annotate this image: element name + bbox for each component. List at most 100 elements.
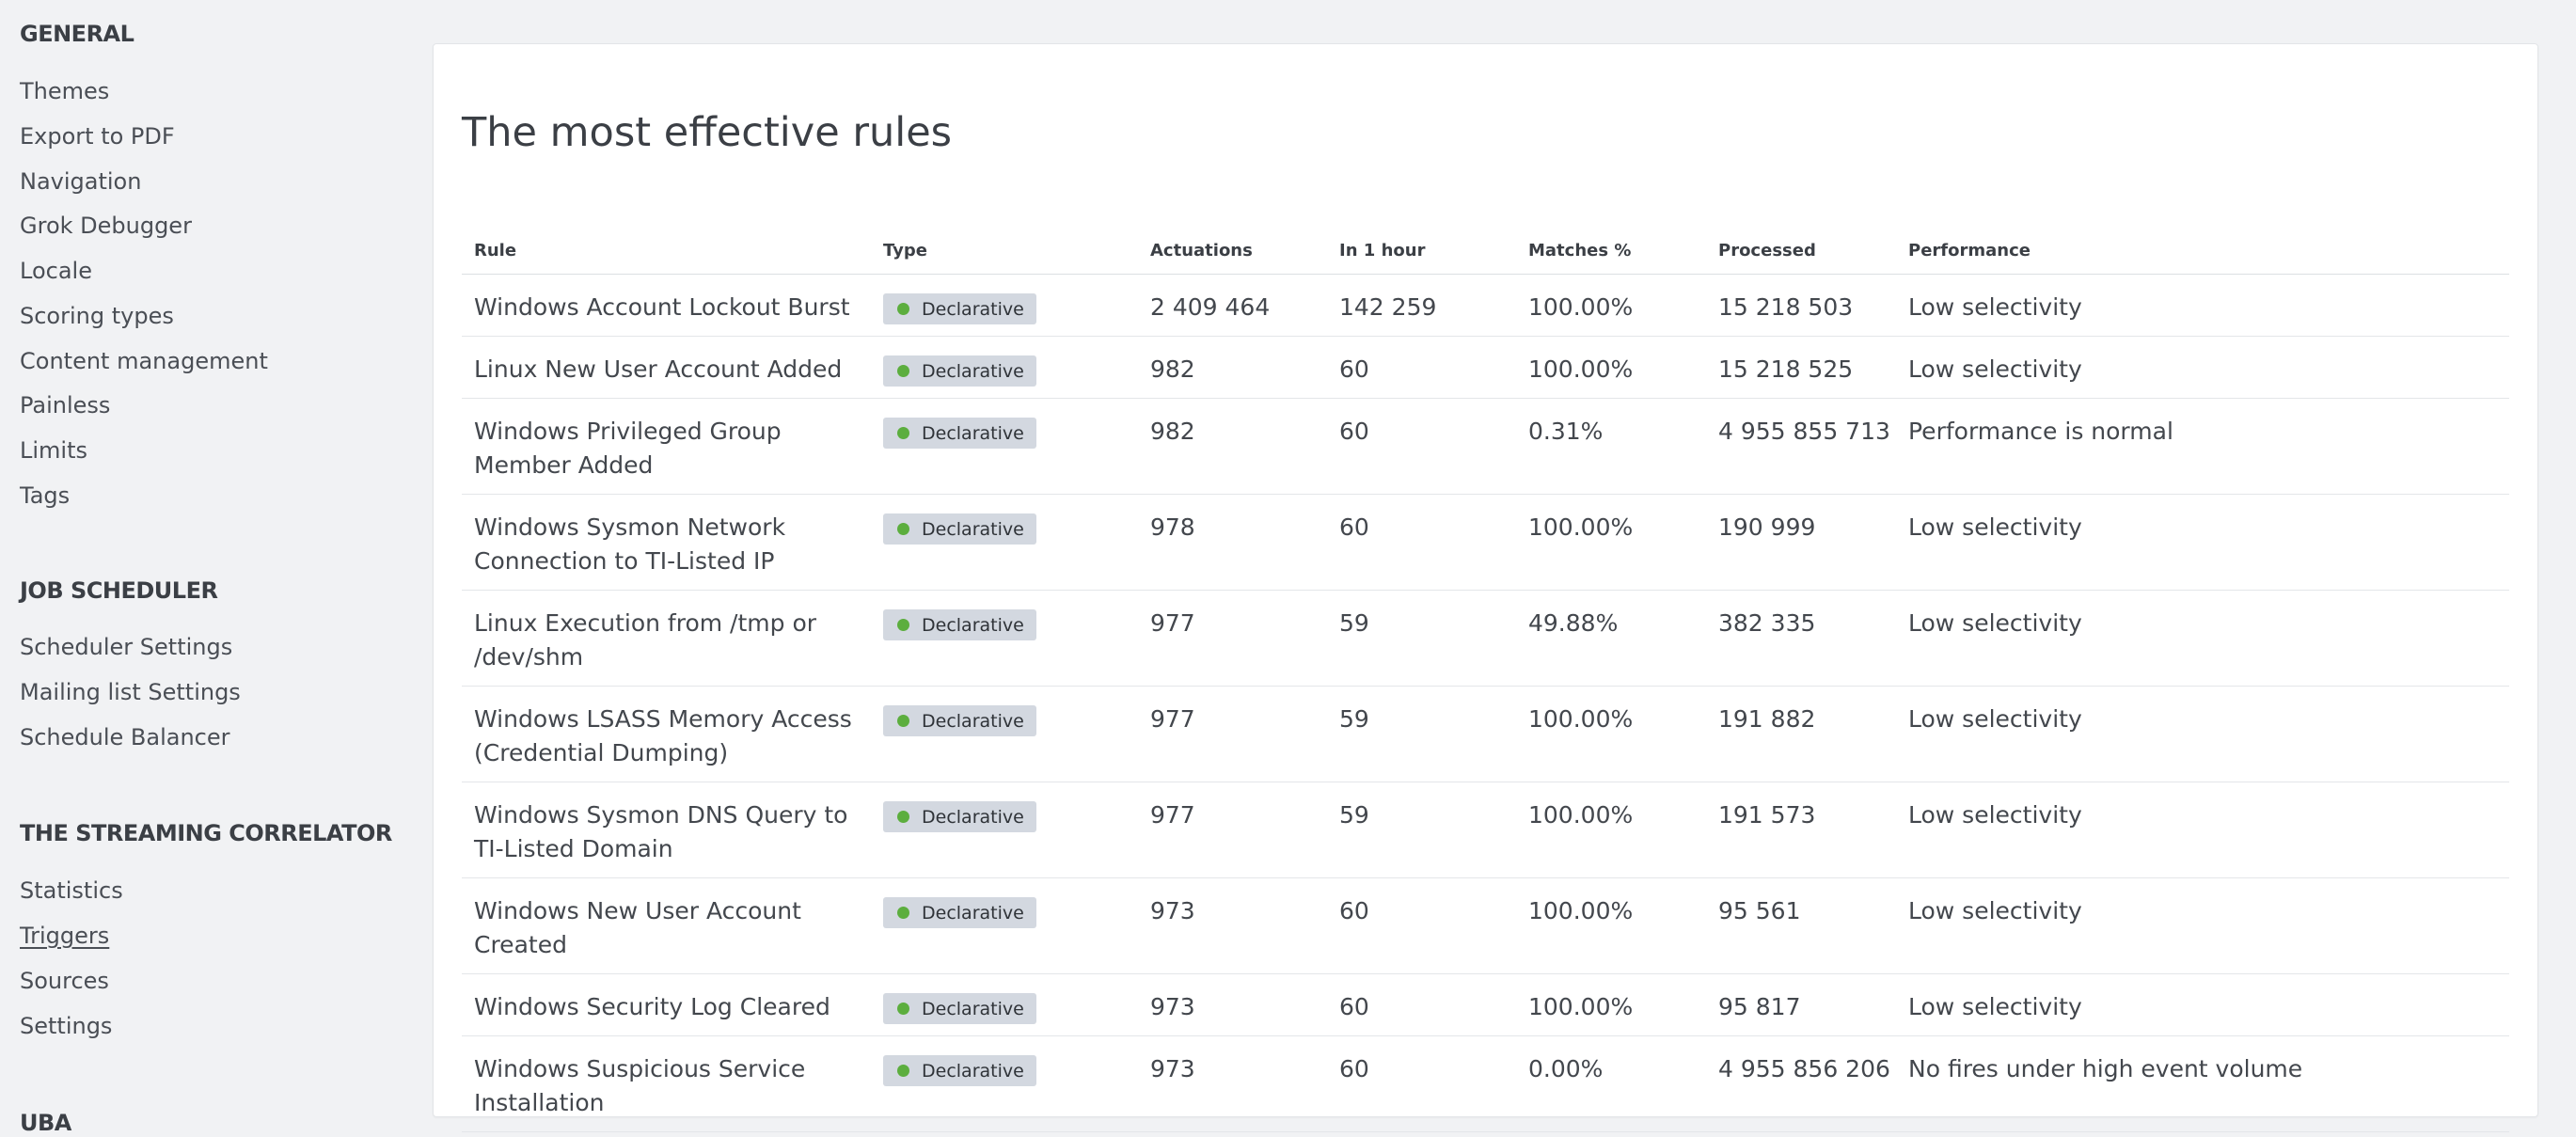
type-cell: Declarative — [871, 877, 1138, 974]
column-header-processed: Processed — [1706, 228, 1896, 275]
rule-name[interactable]: Windows Account Lockout Burst — [462, 274, 871, 337]
green-dot-icon — [897, 523, 909, 535]
actuations-value: 978 — [1138, 494, 1327, 591]
matches-value: 100.00% — [1516, 494, 1706, 591]
green-dot-icon — [897, 907, 909, 919]
sidebar-item-scheduler-settings[interactable]: Scheduler Settings — [20, 634, 233, 660]
nav-heading-general: GENERAL — [20, 21, 134, 47]
performance-value: Low selectivity — [1896, 274, 2509, 337]
type-badge: Declarative — [883, 513, 1036, 545]
sidebar-item-export-to-pdf[interactable]: Export to PDF — [20, 123, 175, 150]
rule-name[interactable]: Windows Sysmon Network Connection to TI-… — [462, 494, 871, 591]
sidebar-item-tags[interactable]: Tags — [20, 482, 71, 509]
matches-value: 100.00% — [1516, 336, 1706, 399]
effective-rules-panel: The most effective rules Rule Type Actua… — [433, 43, 2538, 1132]
sidebar-item-navigation[interactable]: Navigation — [20, 168, 142, 195]
table-row[interactable]: Windows Security Log Cleared Declarative… — [462, 973, 2509, 1036]
green-dot-icon — [897, 365, 909, 377]
type-badge: Declarative — [883, 993, 1036, 1024]
table-row[interactable]: Windows Account Lockout Burst Declarativ… — [462, 274, 2509, 337]
type-cell: Declarative — [871, 590, 1138, 687]
processed-value: 4 955 856 206 — [1706, 1035, 1896, 1132]
in-1-hour-value: 60 — [1327, 1035, 1516, 1132]
type-cell: Declarative — [871, 1035, 1138, 1132]
type-cell: Declarative — [871, 782, 1138, 878]
rule-name[interactable]: Windows Sysmon DNS Query to TI-Listed Do… — [462, 782, 871, 878]
rule-name[interactable]: Linux New User Account Added — [462, 336, 871, 399]
green-dot-icon — [897, 811, 909, 823]
type-badge: Declarative — [883, 293, 1036, 324]
type-label: Declarative — [922, 518, 1024, 540]
actuations-value: 982 — [1138, 336, 1327, 399]
sidebar-item-mailing-list-settings[interactable]: Mailing list Settings — [20, 679, 241, 705]
performance-value: Low selectivity — [1896, 686, 2509, 782]
column-header-rule: Rule — [462, 228, 871, 275]
processed-value: 191 573 — [1706, 782, 1896, 878]
sidebar-item-grok-debugger[interactable]: Grok Debugger — [20, 213, 192, 239]
type-badge: Declarative — [883, 609, 1036, 640]
table-row[interactable]: Windows LSASS Memory Access (Credential … — [462, 686, 2509, 782]
sidebar-item-themes[interactable]: Themes — [20, 78, 110, 104]
green-dot-icon — [897, 1065, 909, 1077]
sidebar-item-settings[interactable]: Settings — [20, 1013, 113, 1039]
column-header-matches: Matches % — [1516, 228, 1706, 275]
type-label: Declarative — [922, 902, 1024, 924]
in-1-hour-value: 60 — [1327, 494, 1516, 591]
actuations-value: 973 — [1138, 877, 1327, 974]
table-header-row: Rule Type Actuations In 1 hour Matches %… — [462, 228, 2509, 275]
sidebar-item-statistics[interactable]: Statistics — [20, 877, 123, 904]
sidebar-item-locale[interactable]: Locale — [20, 258, 92, 284]
green-dot-icon — [897, 619, 909, 631]
performance-value: Low selectivity — [1896, 782, 2509, 878]
type-label: Declarative — [922, 806, 1024, 828]
sidebar-item-content-management[interactable]: Content management — [20, 348, 268, 374]
sidebar-item-limits[interactable]: Limits — [20, 437, 87, 464]
type-badge: Declarative — [883, 801, 1036, 832]
processed-value: 95 817 — [1706, 973, 1896, 1036]
in-1-hour-value: 60 — [1327, 398, 1516, 495]
rule-name[interactable]: Windows Suspicious Service Installation — [462, 1035, 871, 1132]
table-row[interactable]: Linux Execution from /tmp or /dev/shm De… — [462, 590, 2509, 687]
rules-table: Rule Type Actuations In 1 hour Matches %… — [462, 228, 2509, 1132]
sidebar-item-schedule-balancer[interactable]: Schedule Balancer — [20, 724, 230, 750]
column-header-in-1-hour: In 1 hour — [1327, 228, 1516, 275]
performance-value: Performance is normal — [1896, 398, 2509, 495]
rule-name[interactable]: Windows Security Log Cleared — [462, 973, 871, 1036]
table-row[interactable]: Windows Suspicious Service Installation … — [462, 1035, 2509, 1132]
performance-value: No fires under high event volume — [1896, 1035, 2509, 1132]
actuations-value: 2 409 464 — [1138, 274, 1327, 337]
actuations-value: 973 — [1138, 973, 1327, 1036]
matches-value: 100.00% — [1516, 686, 1706, 782]
table-row[interactable]: Windows Sysmon DNS Query to TI-Listed Do… — [462, 782, 2509, 878]
sidebar: GENERAL Themes Export to PDF Navigation … — [0, 0, 414, 1137]
sidebar-item-sources[interactable]: Sources — [20, 968, 109, 994]
rule-name[interactable]: Windows Privileged Group Member Added — [462, 398, 871, 495]
sidebar-item-scoring-types[interactable]: Scoring types — [20, 303, 174, 329]
processed-value: 190 999 — [1706, 494, 1896, 591]
table-row[interactable]: Windows New User Account Created Declara… — [462, 877, 2509, 974]
type-label: Declarative — [922, 298, 1024, 320]
matches-value: 0.31% — [1516, 398, 1706, 495]
table-row[interactable]: Windows Sysmon Network Connection to TI-… — [462, 494, 2509, 591]
actuations-value: 982 — [1138, 398, 1327, 495]
type-cell: Declarative — [871, 973, 1138, 1036]
in-1-hour-value: 60 — [1327, 877, 1516, 974]
nav-heading-uba: UBA — [20, 1110, 71, 1136]
sidebar-item-painless[interactable]: Painless — [20, 392, 111, 418]
sidebar-item-triggers[interactable]: Triggers — [20, 923, 110, 949]
type-badge: Declarative — [883, 418, 1036, 449]
actuations-value: 977 — [1138, 782, 1327, 878]
type-label: Declarative — [922, 614, 1024, 636]
performance-value: Low selectivity — [1896, 877, 2509, 974]
table-row[interactable]: Windows Privileged Group Member Added De… — [462, 398, 2509, 495]
rule-name[interactable]: Linux Execution from /tmp or /dev/shm — [462, 590, 871, 687]
type-label: Declarative — [922, 998, 1024, 1019]
table-row[interactable]: Linux New User Account Added Declarative… — [462, 336, 2509, 399]
rule-name[interactable]: Windows LSASS Memory Access (Credential … — [462, 686, 871, 782]
rule-name[interactable]: Windows New User Account Created — [462, 877, 871, 974]
nav-heading-job-scheduler: JOB SCHEDULER — [20, 577, 218, 604]
type-cell: Declarative — [871, 336, 1138, 399]
processed-value: 95 561 — [1706, 877, 1896, 974]
matches-value: 100.00% — [1516, 782, 1706, 878]
page-title: The most effective rules — [462, 108, 953, 156]
